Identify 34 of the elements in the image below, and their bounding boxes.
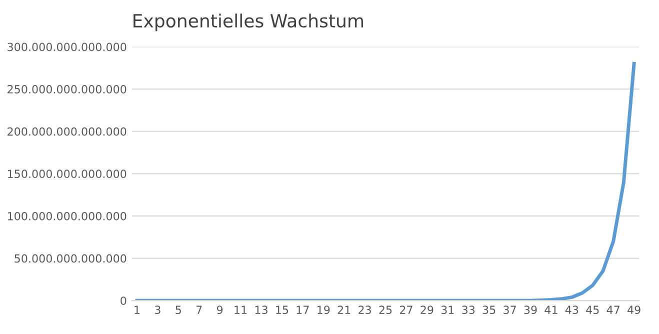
x-tick-label: 49 <box>628 306 640 314</box>
x-tick-label: 7 <box>196 306 202 314</box>
x-tick-label: 33 <box>462 306 475 314</box>
x-tick-label: 9 <box>216 306 223 314</box>
x-tick-label: 47 <box>606 306 620 314</box>
x-tick-label: 31 <box>441 306 454 314</box>
y-tick-label: 150.000.000.000.000 <box>8 170 126 178</box>
x-tick-label: 29 <box>420 306 434 314</box>
x-tick-label: 25 <box>379 306 392 314</box>
x-tick-label: 35 <box>482 306 496 314</box>
x-tick-label: 13 <box>255 306 268 314</box>
x-tick-label: 23 <box>358 306 371 314</box>
x-tick-label: 39 <box>524 306 537 314</box>
line-series <box>135 62 636 301</box>
x-tick-label: 15 <box>276 306 288 314</box>
y-tick-label: 0 <box>120 296 126 305</box>
y-tick-label: 250.000.000.000.000 <box>8 85 126 94</box>
y-tick-label: 50.000.000.000.000 <box>14 254 126 263</box>
x-tick-label: 27 <box>400 306 412 314</box>
x-tick-label: 19 <box>318 306 330 314</box>
x-tick-label: 21 <box>338 306 350 314</box>
chart-title: Exponentielles Wachstum <box>134 14 364 32</box>
x-tick-label: 17 <box>296 306 309 314</box>
x-tick-label: 3 <box>155 306 160 314</box>
y-tick-label: 200.000.000.000.000 <box>8 127 126 136</box>
y-tick-label: 100.000.000.000.000 <box>8 212 126 220</box>
x-tick-label: 1 <box>134 306 140 314</box>
x-tick-label: 5 <box>176 306 181 314</box>
x-tick-label: 37 <box>504 306 516 314</box>
x-tick-label: 45 <box>586 306 599 314</box>
y-tick-label: 300.000.000.000.000 <box>8 42 126 52</box>
x-tick-label: 43 <box>565 306 578 314</box>
x-tick-label: 41 <box>544 306 558 314</box>
x-tick-label: 11 <box>234 306 247 314</box>
